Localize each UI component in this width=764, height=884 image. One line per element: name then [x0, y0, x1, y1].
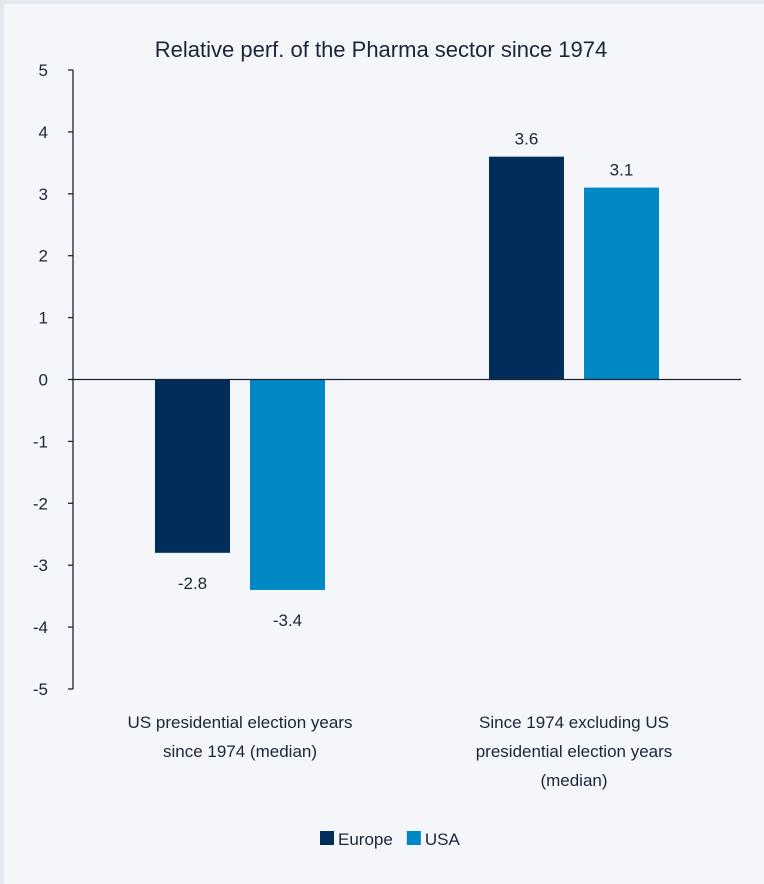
y-tick-label: -2	[33, 494, 48, 513]
x-category-label: since 1974 (median)	[163, 742, 317, 761]
y-tick-label: 4	[39, 123, 48, 142]
chart-title: Relative perf. of the Pharma sector sinc…	[155, 37, 607, 62]
x-category-label: Since 1974 excluding US	[479, 713, 669, 732]
bar-usa-2	[584, 187, 659, 380]
bar-usa-1	[250, 379, 325, 590]
y-tick-label: -3	[33, 556, 48, 575]
bar-europe-1	[155, 379, 230, 553]
y-tick-label: 3	[39, 185, 48, 204]
legend-label-europe: Europe	[338, 830, 393, 849]
left-border	[0, 0, 4, 884]
bar-europe-2	[489, 156, 564, 380]
plot-area: 5 4 3 2 1 0 -1 -2 -3 -4 -5 -2.8 3.6 -3.4 3.1 US preside…	[33, 61, 741, 849]
y-tick-label: 5	[39, 61, 48, 80]
data-label: -2.8	[178, 574, 207, 593]
y-tick-label: 0	[39, 371, 48, 390]
data-label: 3.6	[515, 130, 539, 149]
legend-swatch-usa	[406, 831, 421, 845]
y-tick-label: 2	[39, 247, 48, 266]
legend-swatch-europe	[320, 831, 334, 845]
x-category-label: (median)	[540, 771, 607, 790]
data-label: -3.4	[273, 611, 302, 630]
y-tick-label: -5	[33, 680, 48, 699]
y-tick-label: 1	[39, 309, 48, 328]
y-tick-label: -1	[33, 432, 48, 451]
y-tick-label: -4	[33, 618, 48, 637]
x-category-label: US presidential election years	[128, 713, 353, 732]
legend-label-usa: USA	[425, 830, 461, 849]
top-border	[0, 0, 764, 4]
x-category-label: presidential election years	[476, 742, 673, 761]
data-label: 3.1	[610, 161, 634, 180]
